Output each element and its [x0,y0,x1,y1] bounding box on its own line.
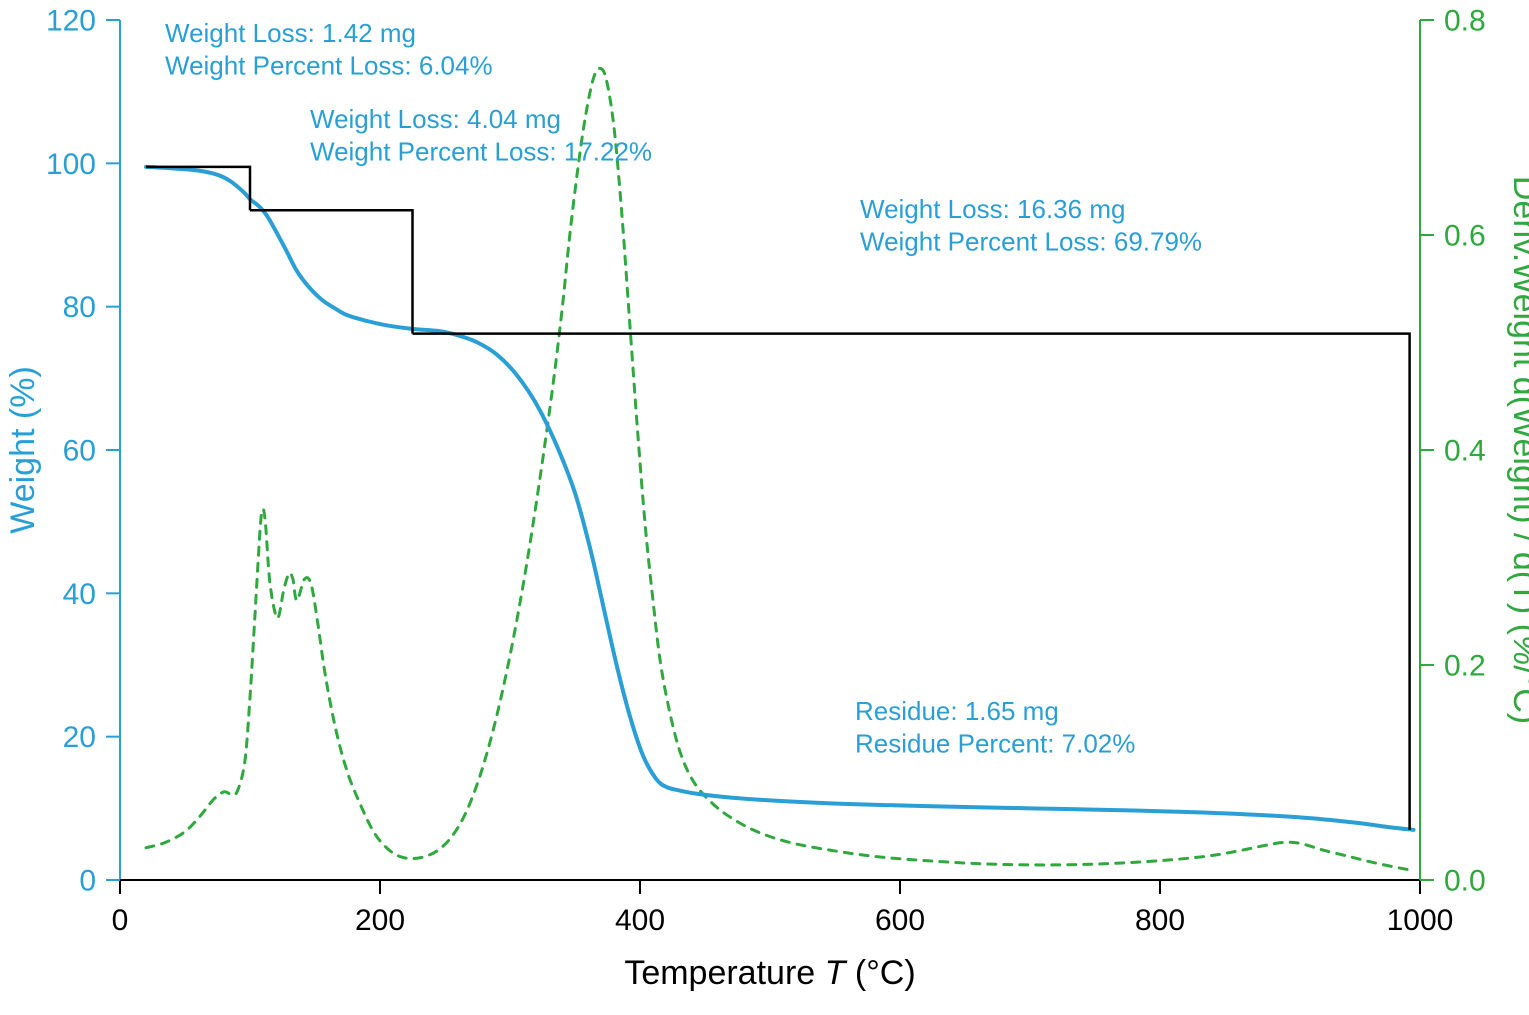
svg-text:400: 400 [615,904,665,937]
svg-text:Weight Percent Loss: 17.22%: Weight Percent Loss: 17.22% [310,137,652,167]
svg-text:0: 0 [79,865,96,898]
tga-chart: 0 200 400 600 800 1000 Temperature T (°C) 0 20 40… [0,0,1529,1015]
svg-text:40: 40 [63,578,96,611]
svg-text:Weight (%): Weight (%) [4,366,42,534]
svg-text:0.6: 0.6 [1444,220,1486,253]
svg-text:Temperature T (°C): Temperature T (°C) [624,954,915,992]
svg-text:Weight Loss: 1.42 mg: Weight Loss: 1.42 mg [165,18,416,48]
svg-text:80: 80 [63,291,96,324]
svg-text:Weight Loss: 16.36 mg: Weight Loss: 16.36 mg [860,194,1125,224]
svg-text:20: 20 [63,721,96,754]
svg-text:60: 60 [63,435,96,468]
svg-text:0.2: 0.2 [1444,650,1486,683]
svg-text:Weight Percent Loss: 69.79%: Weight Percent Loss: 69.79% [860,227,1202,257]
svg-text:600: 600 [875,904,925,937]
chart-svg: 0 200 400 600 800 1000 Temperature T (°C) 0 20 40… [0,0,1529,1015]
svg-text:800: 800 [1135,904,1185,937]
svg-text:Weight Loss: 4.04 mg: Weight Loss: 4.04 mg [310,104,561,134]
svg-text:Residue Percent: 7.02%: Residue Percent: 7.02% [855,729,1135,759]
svg-text:120: 120 [46,5,96,38]
svg-text:0.0: 0.0 [1444,865,1486,898]
svg-text:200: 200 [355,904,405,937]
svg-text:0.4: 0.4 [1444,435,1486,468]
svg-text:Residue: 1.65 mg: Residue: 1.65 mg [855,696,1059,726]
svg-text:Weight Percent Loss: 6.04%: Weight Percent Loss: 6.04% [165,51,493,81]
svg-text:100: 100 [46,148,96,181]
svg-text:Deriv.Weight d(Weight) / d(T): Deriv.Weight d(Weight) / d(T) (%/°C) [1506,176,1529,724]
svg-text:0: 0 [112,904,129,937]
svg-text:0.8: 0.8 [1444,5,1486,38]
svg-text:1000: 1000 [1387,904,1454,937]
